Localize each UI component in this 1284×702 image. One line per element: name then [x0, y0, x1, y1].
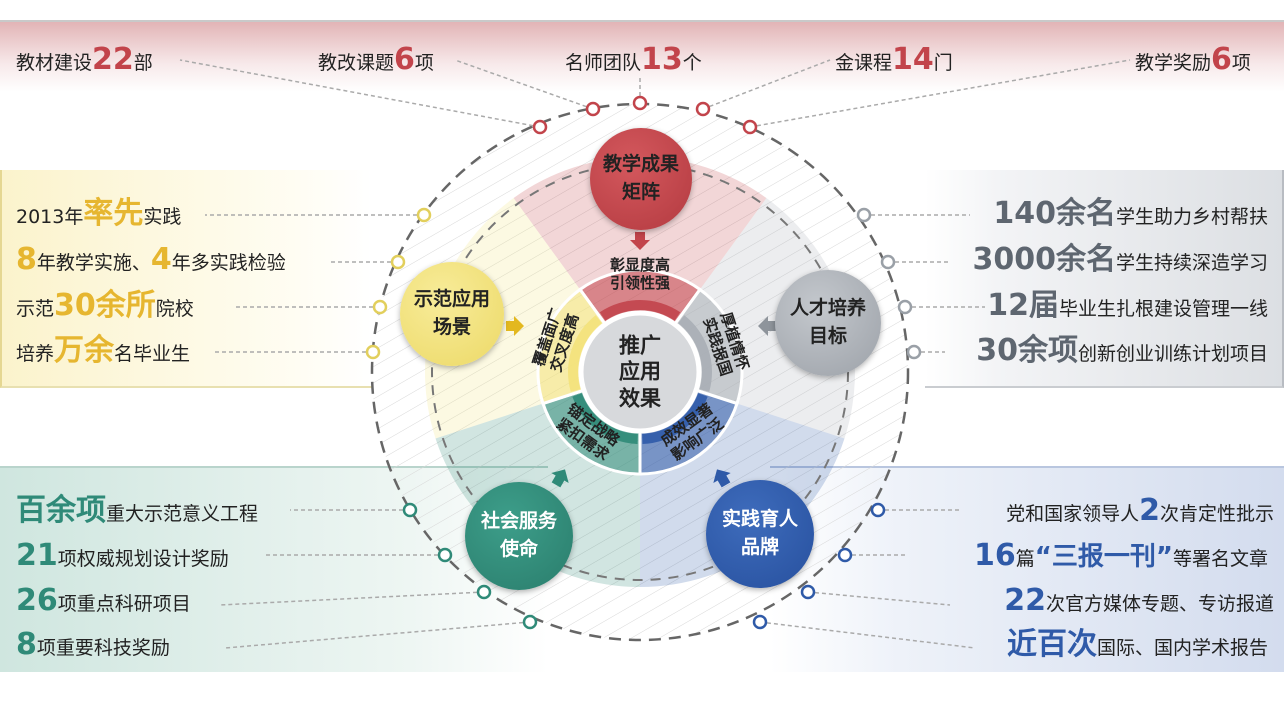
ring-label-top: 彰显度高 引领性强	[609, 256, 671, 292]
connector-node	[695, 101, 711, 117]
stat-left-4: 培养万余名毕业生	[16, 333, 191, 368]
connector-node	[416, 207, 432, 223]
connector-line	[454, 59, 594, 110]
stat-golden-courses: 金课程14门	[835, 42, 953, 77]
connector-node	[532, 119, 548, 135]
connector-node	[856, 207, 872, 223]
node-label: 品牌	[740, 536, 779, 558]
node-label: 矩阵	[621, 181, 660, 203]
arrow-icon	[758, 316, 776, 336]
node-label: 人才培养	[789, 297, 866, 320]
stat-br-2: 16篇“三报一刊”等署名文章	[974, 538, 1268, 573]
connector-node	[437, 547, 453, 563]
node-talent-training: 人才培养 目标	[775, 270, 881, 376]
connector-node	[897, 299, 913, 315]
ring-inner-band-left	[568, 315, 602, 392]
stat-textbooks: 教材建设22部	[16, 42, 153, 77]
arrow-icon	[630, 232, 650, 250]
ring-segment-bottom-right	[638, 388, 739, 476]
stat-bl-3: 26项重点科研项目	[16, 583, 191, 618]
connector-node	[476, 584, 492, 600]
connector-node	[365, 344, 381, 360]
stat-bl-2: 21项权威规划设计奖励	[16, 538, 229, 573]
connector-node	[390, 254, 406, 270]
ring-inner-band-right	[678, 315, 712, 392]
connector-node	[632, 95, 648, 111]
ring-inner-band-top	[599, 300, 681, 321]
connector-line	[224, 621, 531, 649]
connector-node	[752, 614, 768, 630]
connector-line	[749, 59, 1131, 128]
teaching-results-panel	[0, 20, 1284, 92]
stat-bl-1: 百余项重大示范意义工程	[16, 493, 259, 528]
ring-segment-right	[673, 287, 744, 406]
stat-reform-projects: 教改课题6项	[318, 42, 434, 77]
connector-node	[870, 502, 886, 518]
node-demo-application: 示范应用 场景	[400, 262, 504, 366]
ring-segment-left	[536, 287, 607, 406]
stat-teacher-teams: 名师团队13个	[565, 42, 702, 77]
stat-left-3: 示范30余所院校	[16, 288, 194, 323]
stat-bl-4: 8项重要科技奖励	[16, 627, 170, 662]
connector-node	[522, 614, 538, 630]
stat-br-3: 22次官方媒体专题、专访报道	[1004, 583, 1274, 618]
connector-node	[837, 547, 853, 563]
connector-node	[880, 254, 896, 270]
connector-node	[800, 584, 816, 600]
connector-line	[759, 621, 976, 649]
connector-line	[219, 591, 485, 606]
arrow-icon	[506, 316, 524, 336]
stat-right-1: 140余名学生助力乡村帮扶	[993, 196, 1268, 231]
connector-line	[702, 59, 831, 110]
connector-node	[906, 344, 922, 360]
node-teaching-results: 教学成果 矩阵	[590, 128, 692, 230]
node-social-service: 社会服务 使命	[465, 482, 573, 590]
node-label: 场景	[432, 316, 471, 338]
stat-right-4: 30余项创新创业训练计划项目	[976, 333, 1268, 368]
node-label: 实践育人	[721, 508, 798, 531]
node-label: 教学成果	[602, 153, 679, 176]
stat-left-1: 2013年率先实践	[16, 196, 182, 231]
stat-teaching-awards: 教学奖励6项	[1135, 42, 1251, 77]
node-practice-education: 实践育人 品牌	[706, 480, 814, 588]
connector-line	[179, 59, 541, 128]
connector-node	[585, 101, 601, 117]
node-label: 使命	[499, 538, 538, 560]
connector-node	[402, 502, 418, 518]
node-label: 示范应用	[413, 288, 490, 311]
ring-inner-band-bottom-right	[642, 393, 708, 444]
stat-left-2: 8年教学实施、4年多实践检验	[16, 242, 286, 277]
stat-right-3: 12届毕业生扎根建设管理一线	[987, 288, 1268, 323]
ring-segment-bottom-left	[541, 388, 642, 476]
talent-training-panel	[925, 170, 1284, 388]
arrow-icon	[551, 469, 569, 488]
stat-br-1: 党和国家领导人2次肯定性批示	[1006, 493, 1274, 528]
arrow-icon	[713, 469, 731, 488]
connector-node	[742, 119, 758, 135]
stat-right-2: 3000余名学生持续深造学习	[972, 242, 1268, 277]
connector-node	[372, 299, 388, 315]
node-label: 社会服务	[480, 510, 557, 533]
connector-line	[807, 591, 951, 606]
center-label: 推广 应用 效果	[619, 333, 661, 411]
center-circle	[580, 312, 700, 432]
node-label: 目标	[808, 325, 847, 347]
stat-br-4: 近百次国际、国内学术报告	[1006, 627, 1268, 662]
ring-inner-band-bottom-left	[572, 393, 638, 444]
